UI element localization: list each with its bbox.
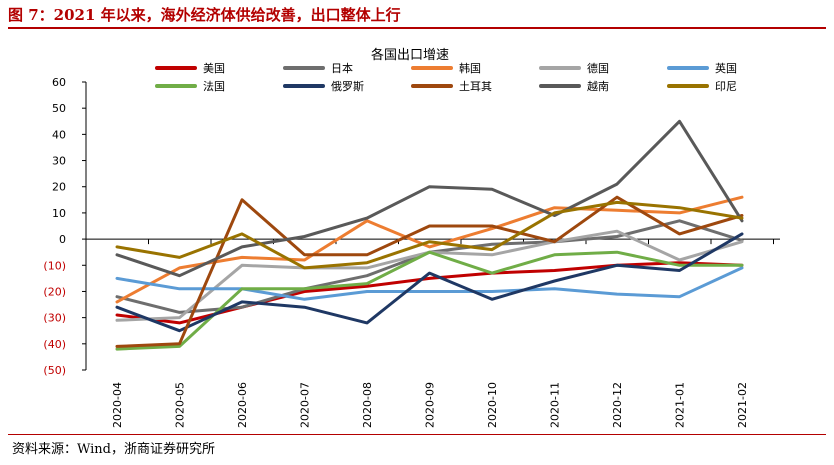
legend-label: 土耳其 — [459, 80, 492, 93]
y-tick-label: (30) — [43, 312, 66, 325]
legend-label: 英国 — [715, 61, 737, 75]
series-line — [115, 200, 744, 270]
x-tick-label: 2020-05 — [174, 382, 187, 428]
series-line — [115, 266, 744, 301]
x-tick-label: 2020-06 — [236, 382, 249, 428]
x-tick-label: 2020-12 — [611, 382, 624, 428]
series-line — [115, 232, 744, 333]
y-tick-label: 30 — [52, 155, 66, 168]
y-tick-label: (50) — [43, 364, 66, 377]
y-tick-label: 40 — [52, 128, 66, 141]
legend-label: 俄罗斯 — [331, 80, 364, 93]
x-tick-label: 2021-01 — [674, 382, 687, 428]
x-tick-label: 2020-08 — [361, 382, 374, 428]
legend-label: 越南 — [587, 79, 609, 93]
figure-title: 图 7：2021 年以来，海外经济体供给改善，出口整体上行 — [8, 6, 401, 24]
x-tick-label: 2020-09 — [424, 382, 437, 428]
y-tick-label: 0 — [59, 233, 66, 246]
legend-label: 印尼 — [715, 80, 737, 93]
legend-label: 日本 — [331, 61, 353, 75]
x-tick-label: 2021-02 — [736, 382, 749, 428]
y-tick-label: (40) — [43, 338, 66, 351]
y-tick-label: 10 — [52, 207, 66, 220]
y-tick-label: 50 — [52, 102, 66, 115]
y-tick-label: (20) — [43, 285, 66, 298]
source-note: 资料来源：Wind，浙商证券研究所 — [12, 442, 215, 457]
title-rule — [8, 27, 826, 29]
source-rule — [8, 434, 826, 435]
x-tick-label: 2020-04 — [111, 382, 124, 428]
chart-series — [115, 119, 744, 351]
y-tick-label: 60 — [52, 76, 66, 89]
legend-label: 德国 — [587, 61, 609, 75]
x-tick-label: 2020-11 — [549, 382, 562, 428]
series-line — [115, 250, 744, 351]
series-line — [115, 119, 744, 278]
x-tick-label: 2020-10 — [486, 382, 499, 428]
chart-axes: 60 50 40 30 20 10 0 (10) (20) (30) (40) (50) 2020-04… — [43, 76, 780, 428]
legend-label: 韩国 — [459, 61, 481, 75]
chart-title: 各国出口增速 — [371, 47, 449, 63]
legend-label: 美国 — [203, 62, 225, 75]
y-tick-label: (10) — [43, 259, 66, 272]
series-line — [115, 195, 744, 348]
y-tick-label: 20 — [52, 181, 66, 194]
legend-label: 法国 — [203, 79, 225, 93]
x-tick-label: 2020-07 — [299, 382, 312, 428]
series-line — [115, 195, 744, 304]
